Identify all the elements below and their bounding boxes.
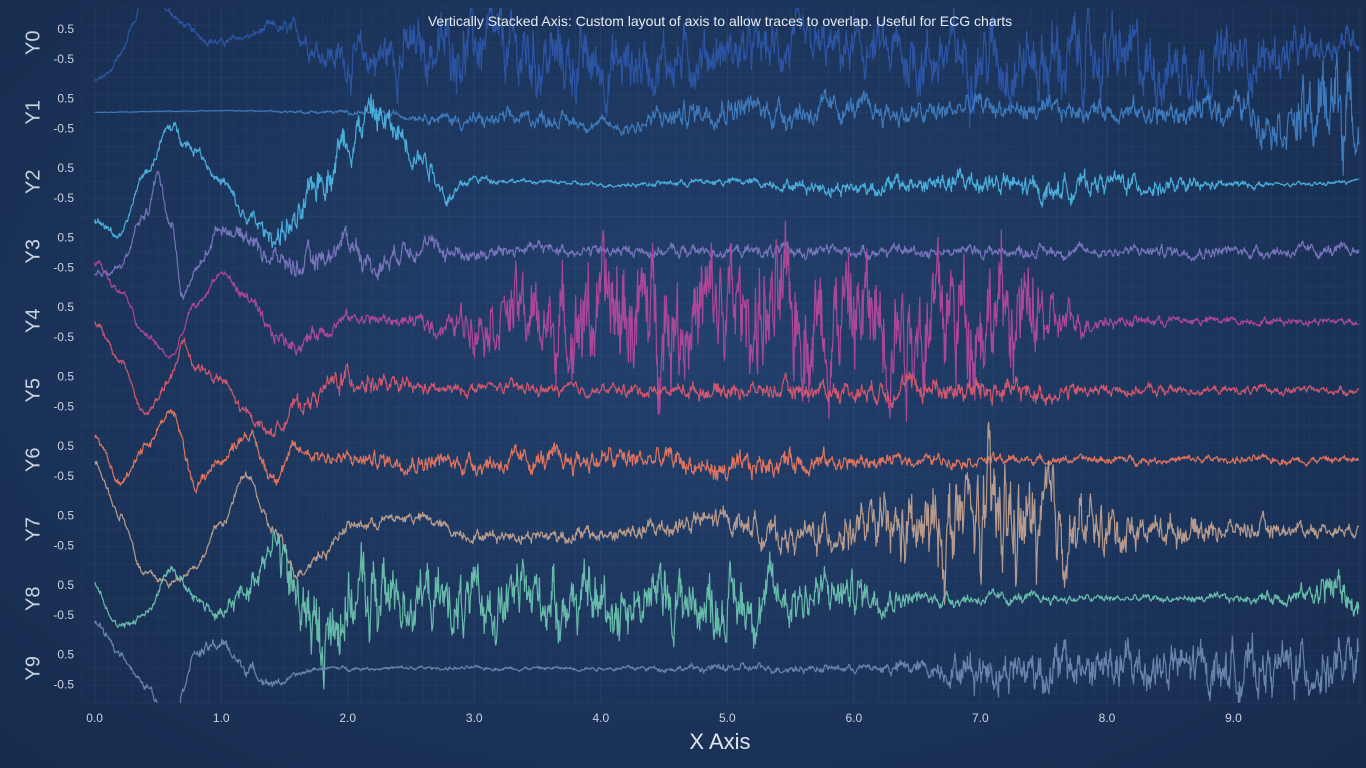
trace-y3 — [94, 170, 1360, 300]
y-tick-label: -0.5 — [53, 677, 74, 691]
x-tick-label: 8.0 — [1099, 711, 1116, 725]
x-tick-label: 9.0 — [1225, 711, 1242, 725]
trace-y6 — [94, 409, 1359, 494]
x-tick-label: 5.0 — [719, 711, 736, 725]
y-tick-label: -0.5 — [53, 608, 74, 622]
trace-y5 — [94, 321, 1360, 438]
y-tick-label: 0.5 — [57, 578, 74, 592]
y-tick-label: -0.5 — [53, 260, 74, 274]
y-tick-label: 0.5 — [57, 439, 74, 453]
trace-y0 — [94, 8, 1360, 129]
y-axis-title-y3: Y3 — [22, 239, 44, 263]
trace-y9 — [94, 620, 1360, 703]
y-axis-title-y2: Y2 — [22, 170, 44, 194]
x-tick-label: 3.0 — [466, 711, 483, 725]
y-tick-label: 0.5 — [57, 647, 74, 661]
y-tick-label: 0.5 — [57, 369, 74, 383]
y-tick-label: -0.5 — [53, 121, 74, 135]
x-tick-label: 2.0 — [339, 711, 356, 725]
x-tick-label: 0.0 — [86, 711, 103, 725]
x-tick-label: 7.0 — [972, 711, 989, 725]
y-axis-title-y7: Y7 — [22, 517, 44, 541]
x-axis: 0.0 1.0 2.0 3.0 4.0 5.0 6.0 7.0 8.0 9.0 — [86, 711, 1242, 725]
x-tick-label: 6.0 — [846, 711, 863, 725]
y-tick-label: 0.5 — [57, 230, 74, 244]
trace-y2 — [94, 93, 1360, 249]
y-axes: Y0 0.5 -0.5 Y1 0.5 -0.5 Y2 0.5 -0.5 Y3 0.5 -0.5 Y4 0.… — [22, 22, 74, 692]
trace-y1 — [94, 50, 1360, 176]
trace-y8 — [94, 530, 1360, 690]
y-tick-label: -0.5 — [53, 330, 74, 344]
traces — [94, 8, 1360, 703]
y-axis-title-y4: Y4 — [22, 309, 44, 333]
chart-title: Vertically Stacked Axis: Custom layout o… — [427, 13, 1013, 29]
y-tick-label: 0.5 — [57, 300, 74, 314]
y-tick-label: -0.5 — [53, 191, 74, 205]
y-tick-label: 0.5 — [57, 508, 74, 522]
y-tick-label: -0.5 — [53, 52, 74, 66]
y-tick-label: 0.5 — [57, 91, 74, 105]
y-axis-title-y8: Y8 — [22, 587, 44, 611]
y-axis-title-y1: Y1 — [22, 100, 44, 124]
x-axis-title: X Axis — [689, 729, 751, 754]
y-tick-label: 0.5 — [57, 22, 74, 36]
trace-y4 — [94, 220, 1360, 423]
y-axis-title-y9: Y9 — [22, 656, 44, 680]
y-axis-title-y5: Y5 — [22, 378, 44, 402]
y-tick-label: -0.5 — [53, 399, 74, 413]
y-tick-label: -0.5 — [53, 538, 74, 552]
y-axis-title-y6: Y6 — [22, 448, 44, 472]
x-tick-label: 4.0 — [592, 711, 609, 725]
trace-y7 — [94, 421, 1360, 606]
x-tick-label: 1.0 — [213, 711, 230, 725]
y-tick-label: -0.5 — [53, 469, 74, 483]
y-tick-label: 0.5 — [57, 161, 74, 175]
y-axis-title-y0: Y0 — [22, 31, 44, 55]
